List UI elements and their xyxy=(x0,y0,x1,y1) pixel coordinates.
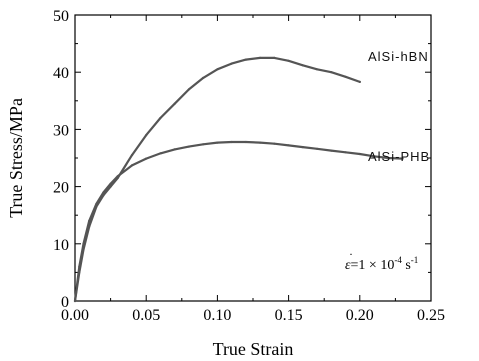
x-tick-label: 0.10 xyxy=(203,307,231,324)
series-point-0 xyxy=(273,56,276,60)
strain-rate-unit: s xyxy=(402,258,411,273)
y-tick-label: 40 xyxy=(53,65,69,82)
x-tick-label: 0.00 xyxy=(61,307,89,324)
series-point-1 xyxy=(330,149,333,152)
strain-rate-symbol: ε xyxy=(345,258,351,273)
series-point-0 xyxy=(316,68,319,71)
series-point-0 xyxy=(230,62,233,65)
x-tick-label: 0.25 xyxy=(417,307,445,324)
strain-rate-unit-exponent: -1 xyxy=(411,255,419,265)
series-point-0 xyxy=(216,68,219,71)
series-point-0 xyxy=(259,56,262,60)
series-point-0 xyxy=(145,134,148,137)
x-tick-label: 0.20 xyxy=(346,307,374,324)
series-point-1 xyxy=(358,152,361,156)
series-point-1 xyxy=(173,148,176,151)
series-point-1 xyxy=(230,140,233,144)
series-point-1 xyxy=(130,164,134,167)
series-point-1 xyxy=(78,265,81,268)
series-point-0 xyxy=(159,116,162,120)
series-point-1 xyxy=(401,157,404,160)
series-point-0 xyxy=(358,80,361,83)
series-point-1 xyxy=(95,202,98,205)
y-tick-label: 10 xyxy=(53,237,69,254)
series-point-0 xyxy=(244,58,247,61)
series-point-1 xyxy=(145,157,148,160)
series-point-0 xyxy=(330,71,333,74)
series-point-1 xyxy=(387,156,390,160)
series-point-1 xyxy=(102,191,105,194)
series-layer xyxy=(73,56,404,303)
series-point-0 xyxy=(287,59,290,62)
strain-rate-dot: · xyxy=(349,247,353,261)
strain-rate-value: =1 × 10 xyxy=(351,258,395,273)
x-axis-label: True Strain xyxy=(213,339,294,359)
series-point-1 xyxy=(82,242,85,245)
series-point-1 xyxy=(88,219,91,222)
series-point-1 xyxy=(202,143,205,146)
series-point-0 xyxy=(130,154,134,157)
series-line-alsi-phb xyxy=(73,140,404,303)
series-point-1 xyxy=(259,141,262,144)
x-tick-label: 0.05 xyxy=(132,307,160,324)
series-point-1 xyxy=(244,140,247,144)
series-point-1 xyxy=(301,146,304,149)
y-tick-label: 50 xyxy=(53,8,69,25)
y-tick-label: 30 xyxy=(53,122,69,139)
y-tick-label: 0 xyxy=(61,294,69,311)
x-tick-label: 0.15 xyxy=(275,307,303,324)
series-point-1 xyxy=(159,152,162,155)
series-point-1 xyxy=(316,147,319,150)
series-line-alsi-hbn xyxy=(73,56,361,303)
y-tick-label: 20 xyxy=(53,180,69,197)
series-label-alsi-phb: AlSi-PHB xyxy=(368,149,430,164)
series-point-0 xyxy=(344,75,347,78)
y-axis-ticks: 0 10 20 30 40 50 xyxy=(53,8,431,311)
series-label-alsi-hbn: AlSi-hBN xyxy=(368,49,429,64)
series-point-0 xyxy=(187,88,190,91)
x-axis-ticks: 0.00 0.05 0.10 0.15 0.20 0.25 xyxy=(61,15,445,324)
series-point-1 xyxy=(287,144,290,147)
series-point-1 xyxy=(344,151,347,154)
strain-rate-exponent: -4 xyxy=(394,255,402,265)
strain-rate-annotation: ε=1 × 10-4 s-1 xyxy=(345,255,418,273)
series-point-1 xyxy=(109,182,112,185)
series-point-1 xyxy=(372,155,376,158)
series-point-0 xyxy=(301,64,304,67)
series-point-1 xyxy=(273,142,276,145)
series-point-0 xyxy=(173,102,176,105)
series-point-1 xyxy=(187,145,190,148)
series-point-0 xyxy=(202,76,205,79)
series-point-1 xyxy=(73,299,77,303)
series-point-1 xyxy=(216,141,219,144)
y-axis-label: True Stress/MPa xyxy=(6,98,26,218)
series-point-1 xyxy=(116,175,119,178)
